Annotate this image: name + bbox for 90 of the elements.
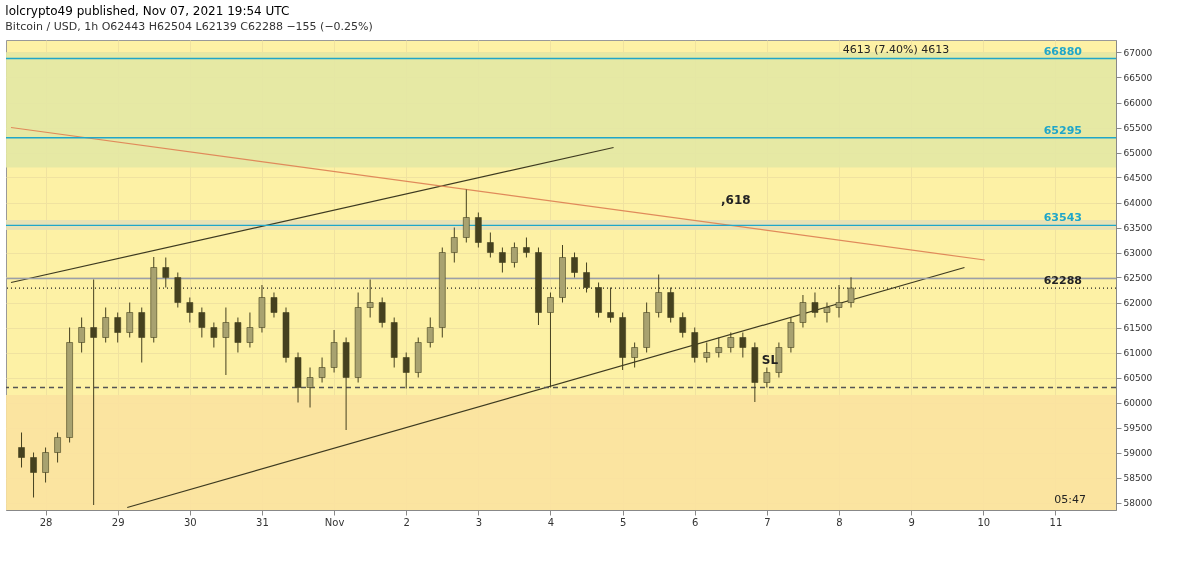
x-tick-label: 6 [692, 516, 699, 528]
chart-title: lolcrypto49 published, Nov 07, 2021 19:54 UTC [5, 4, 290, 19]
candlestick [463, 189, 470, 243]
y-tick-label: 67000 [1123, 48, 1153, 58]
candlestick [655, 274, 662, 318]
candlestick [607, 287, 614, 323]
candlestick [571, 252, 578, 278]
x-tick-label: 10 [977, 516, 991, 528]
y-tick-label: 61500 [1123, 323, 1153, 333]
ref-line-label: 65295 [1043, 123, 1082, 137]
candlestick [727, 332, 735, 353]
x-tick-label: 4 [547, 516, 555, 528]
x-tick-label: 7 [764, 516, 771, 528]
candlestick [402, 352, 410, 389]
candlestick [246, 312, 254, 348]
candlestick [186, 297, 194, 323]
y-tick-label: 60500 [1123, 373, 1153, 383]
candlestick [739, 332, 747, 358]
candlestick [18, 432, 25, 468]
x-tick-label: 28 [39, 516, 53, 528]
ref-line-label: 66880 [1043, 44, 1083, 58]
annotation: 4613 (7.40%) 4613 [842, 43, 950, 56]
annotation: ,618 [721, 193, 751, 207]
candlestick [631, 342, 638, 368]
y-tick-label: 63500 [1123, 223, 1153, 233]
candlestick [102, 307, 109, 343]
y-tick-label: 59000 [1123, 448, 1153, 458]
x-tick-label: 11 [1049, 516, 1063, 528]
y-tick-label: 60000 [1123, 398, 1153, 408]
candlestick [487, 232, 494, 258]
y-tick-label: 62000 [1123, 298, 1153, 308]
candlestick [210, 322, 218, 348]
candlestick [583, 262, 590, 293]
x-tick-label: 31 [256, 516, 269, 528]
y-tick-label: 63000 [1123, 248, 1153, 258]
candlestick [703, 342, 711, 363]
annotation: SL [761, 352, 779, 367]
candlestick [679, 312, 687, 338]
y-tick-label: 66000 [1123, 98, 1153, 108]
ref-line-label: 62288 [1043, 274, 1082, 288]
candlestick [811, 292, 819, 318]
candlestick [198, 307, 206, 338]
candlestick [799, 294, 807, 328]
candlestick [366, 279, 374, 318]
ref-line-label: 63543 [1043, 211, 1082, 225]
candlestick [499, 247, 506, 273]
y-tick-label: 62500 [1123, 273, 1153, 283]
y-tick-label: 65000 [1123, 148, 1153, 158]
candlestick [54, 432, 61, 463]
y-tick-label: 58500 [1123, 473, 1153, 483]
candlestick [42, 447, 49, 483]
y-tick-label: 58000 [1123, 498, 1153, 508]
x-tick-label: 5 [619, 516, 627, 528]
candlestick [835, 284, 843, 318]
y-tick-label: 61000 [1123, 348, 1153, 358]
x-tick-label: 3 [475, 516, 483, 528]
candlestick [78, 317, 85, 353]
candlestick [30, 452, 37, 498]
candlestick [222, 307, 230, 376]
x-tick-label: 2 [403, 516, 410, 528]
candlestick [114, 312, 121, 343]
candlestick [270, 292, 278, 318]
candlestick [511, 242, 518, 268]
candlestick [306, 367, 314, 408]
candlestick [162, 257, 170, 288]
x-tick-label: 8 [836, 516, 843, 528]
annotation: 05:47 [1054, 493, 1086, 506]
y-tick-label: 64000 [1123, 198, 1153, 208]
chart-subtitle: Bitcoin / USD, 1h O62443 H62504 L62139 C62288 −155 (−0.25%) [5, 20, 373, 34]
x-tick-label: 29 [111, 516, 125, 528]
candlestick [547, 292, 554, 388]
y-tick-label: 64500 [1123, 173, 1153, 183]
y-tick-label: 66500 [1123, 73, 1153, 83]
x-tick-label: 30 [183, 516, 197, 528]
y-tick-label: 65500 [1123, 123, 1153, 133]
candlestick [378, 297, 386, 328]
candlestick [126, 302, 134, 338]
candlestick [426, 317, 434, 348]
candlestick [90, 279, 97, 506]
y-tick-label: 59500 [1123, 423, 1153, 433]
x-tick-label: 9 [908, 516, 915, 528]
candlestick [823, 302, 831, 323]
candlestick [318, 357, 326, 383]
candlestick [523, 237, 530, 258]
candlestick [715, 337, 723, 358]
x-tick-label: Nov [324, 516, 345, 528]
candlestick [763, 367, 771, 388]
candlestick [234, 317, 242, 353]
candlestick [451, 227, 458, 263]
candlestick [847, 276, 855, 308]
